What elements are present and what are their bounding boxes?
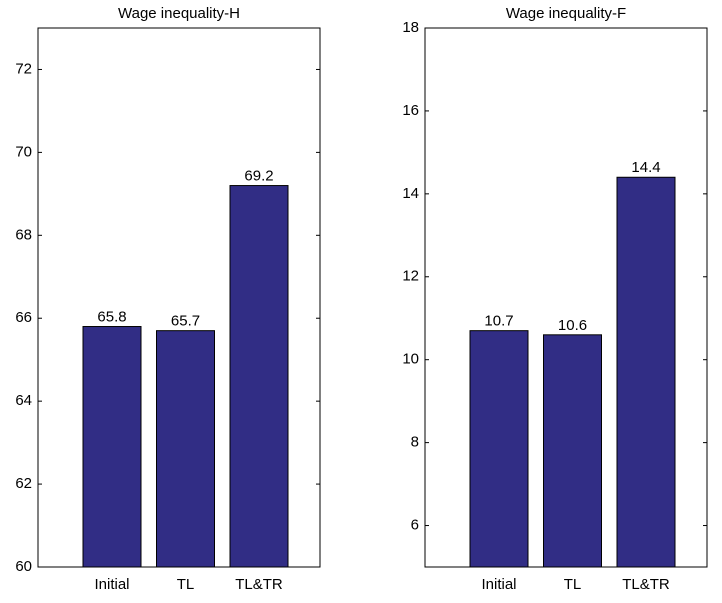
y-tick-label: 16 <box>402 102 419 119</box>
x-tick-label: Initial <box>481 576 516 593</box>
x-tick-label: TL&TR <box>235 576 283 593</box>
data-label: 69.2 <box>244 168 273 185</box>
bar <box>616 176 676 568</box>
y-tick-label: 18 <box>402 19 419 36</box>
y-tick-label: 8 <box>411 434 419 451</box>
y-tick-label: 12 <box>402 268 419 285</box>
y-tick-label: 10 <box>402 351 419 368</box>
x-tick-label: TL <box>177 576 195 593</box>
y-tick-label: 60 <box>15 558 32 575</box>
data-label: 14.4 <box>631 159 660 176</box>
x-tick-label: TL <box>564 576 582 593</box>
y-tick-label: 72 <box>15 60 32 77</box>
data-label: 65.8 <box>97 308 126 325</box>
axes-box <box>424 27 708 568</box>
axes-box <box>37 27 321 568</box>
chart-title: Wage inequality-H <box>118 5 240 22</box>
y-tick-label: 64 <box>15 392 32 409</box>
data-label: 65.7 <box>171 313 200 330</box>
y-tick-label: 66 <box>15 309 32 326</box>
y-tick-label: 62 <box>15 475 32 492</box>
bar <box>229 185 289 568</box>
chart-title: Wage inequality-F <box>506 5 626 22</box>
data-label: 10.6 <box>558 317 587 334</box>
y-tick-label: 70 <box>15 143 32 160</box>
bar <box>543 334 602 568</box>
data-label: 10.7 <box>484 313 513 330</box>
bar <box>82 326 142 568</box>
y-tick-label: 68 <box>15 226 32 243</box>
x-tick-label: TL&TR <box>622 576 670 593</box>
y-tick-label: 14 <box>402 185 419 202</box>
y-tick-label: 6 <box>411 517 419 534</box>
bar <box>156 330 215 568</box>
x-tick-label: Initial <box>94 576 129 593</box>
bar <box>469 330 529 568</box>
